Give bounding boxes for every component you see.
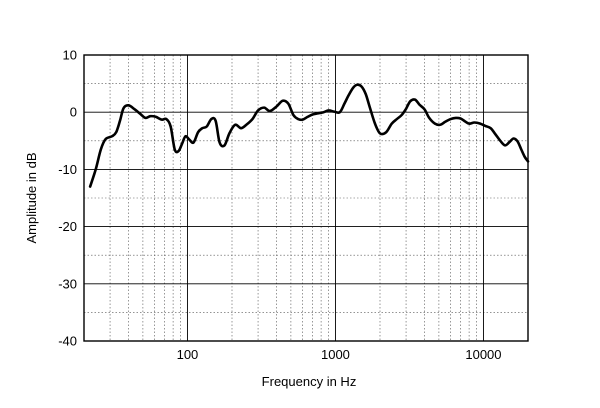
y-tick-label: -10 <box>58 162 77 177</box>
series-layer <box>88 83 530 188</box>
plot-frame <box>83 54 529 342</box>
x-tick-label: 1000 <box>321 347 350 362</box>
x-axis-ticks: 100 1000 10000 <box>177 347 502 362</box>
major-grid <box>84 55 528 341</box>
y-tick-label: 10 <box>63 48 77 63</box>
y-tick-label: -40 <box>58 334 77 349</box>
y-tick-label: 0 <box>70 105 77 120</box>
y-tick-label: -20 <box>58 219 77 234</box>
minor-grid <box>84 55 528 341</box>
x-tick-label: 100 <box>177 347 199 362</box>
x-axis-title: Frequency in Hz <box>262 374 357 389</box>
x-tick-label: 10000 <box>465 347 501 362</box>
y-axis-ticks: 10 0 -10 -20 -30 -40 <box>58 48 77 349</box>
frequency-response-curve <box>88 83 530 188</box>
y-tick-label: -30 <box>58 276 77 291</box>
y-axis-title: Amplitude in dB <box>24 152 39 243</box>
